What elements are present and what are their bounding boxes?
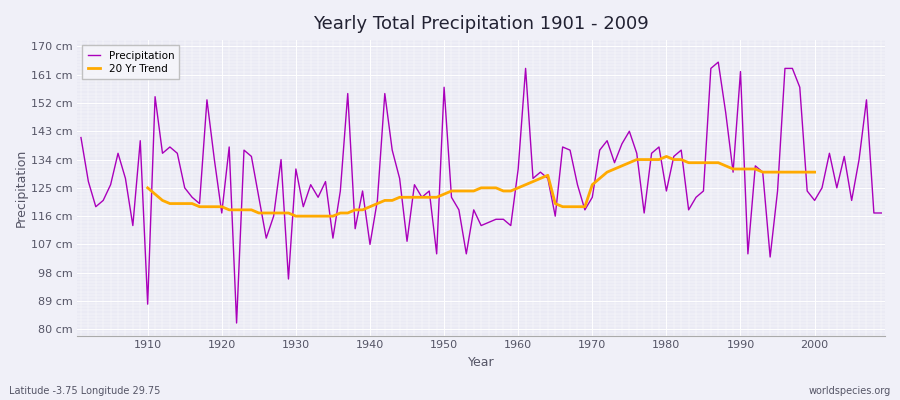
Text: Latitude -3.75 Longitude 29.75: Latitude -3.75 Longitude 29.75: [9, 386, 160, 396]
Precipitation: [876, 210, 886, 215]
20 Yr Trend: [661, 154, 671, 159]
Line: 20 Yr Trend: 20 Yr Trend: [148, 156, 814, 216]
20 Yr Trend: [142, 186, 153, 190]
Title: Yearly Total Precipitation 1901 - 2009: Yearly Total Precipitation 1901 - 2009: [313, 15, 649, 33]
X-axis label: Year: Year: [468, 356, 494, 369]
Precipitation: [520, 66, 531, 71]
Precipitation: [76, 135, 86, 140]
20 Yr Trend: [291, 214, 302, 218]
Y-axis label: Precipitation: Precipitation: [15, 149, 28, 227]
20 Yr Trend: [320, 214, 331, 218]
Precipitation: [513, 166, 524, 171]
20 Yr Trend: [224, 208, 235, 212]
Precipitation: [135, 138, 146, 143]
20 Yr Trend: [802, 170, 813, 174]
20 Yr Trend: [809, 170, 820, 174]
Legend: Precipitation, 20 Yr Trend: Precipitation, 20 Yr Trend: [83, 45, 179, 79]
20 Yr Trend: [535, 176, 545, 181]
20 Yr Trend: [305, 214, 316, 218]
20 Yr Trend: [720, 164, 731, 168]
Precipitation: [350, 226, 361, 231]
Precipitation: [713, 60, 724, 64]
Text: worldspecies.org: worldspecies.org: [809, 386, 891, 396]
Precipitation: [231, 321, 242, 326]
Precipitation: [609, 160, 620, 165]
Line: Precipitation: Precipitation: [81, 62, 881, 323]
Precipitation: [305, 182, 316, 187]
